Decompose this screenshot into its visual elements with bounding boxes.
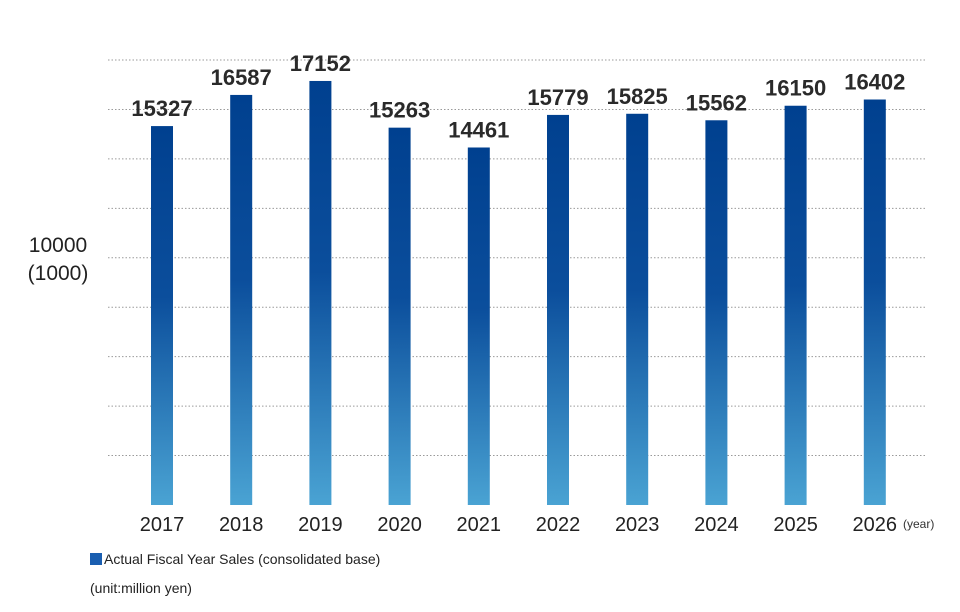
- value-label-2017: 15327: [131, 96, 192, 121]
- x-tick-2020: 2020: [377, 514, 422, 536]
- legend-label: Actual Fiscal Year Sales (consolidated b…: [104, 551, 381, 567]
- value-label-2023: 15825: [607, 84, 668, 109]
- bar-2017: [151, 126, 173, 506]
- bar-2022: [547, 114, 569, 506]
- value-label-2025: 16150: [765, 76, 826, 101]
- x-tick-2023: 2023: [615, 514, 660, 536]
- x-tick-2019: 2019: [298, 514, 343, 536]
- bar-2020: [388, 127, 411, 505]
- x-tick-2024: 2024: [694, 514, 739, 536]
- bar-2023: [626, 113, 649, 505]
- bar-2021: [467, 147, 490, 505]
- x-tick-2026: 2026: [853, 514, 898, 536]
- value-label-2022: 15779: [527, 85, 588, 110]
- x-tick-2021: 2021: [457, 514, 502, 536]
- bar-2026: [863, 99, 886, 506]
- y-axis-label-value: 10000: [28, 234, 88, 257]
- bar-2025: [784, 105, 807, 505]
- legend: Actual Fiscal Year Sales (consolidated b…: [90, 551, 380, 567]
- x-tick-2017: 2017: [140, 514, 185, 536]
- value-label-2018: 16587: [211, 65, 272, 90]
- x-unit-label: (year): [903, 517, 934, 531]
- x-tick-2025: 2025: [773, 514, 818, 536]
- x-tick-2018: 2018: [219, 514, 264, 536]
- x-tick-labels: 2017 2018 2019 2020 2021 2022 2023 2024 2025 2026: [140, 514, 897, 536]
- x-tick-2022: 2022: [536, 514, 581, 536]
- value-label-2026: 16402: [844, 70, 905, 95]
- y-axis-label-unit: (1000): [27, 262, 89, 285]
- bars: [151, 80, 886, 506]
- value-labels: 15327 16587 17152 15263 14461 15779 15825 15562…: [131, 51, 905, 143]
- bar-2018: [230, 94, 253, 506]
- unit-note: (unit:million yen): [90, 580, 192, 596]
- bar-2019: [309, 80, 332, 505]
- value-label-2021: 14461: [448, 117, 509, 142]
- legend-swatch: [90, 553, 102, 565]
- value-label-2020: 15263: [369, 98, 430, 123]
- value-label-2024: 15562: [686, 90, 747, 115]
- bar-2024: [705, 120, 728, 506]
- value-label-2019: 17152: [290, 51, 351, 76]
